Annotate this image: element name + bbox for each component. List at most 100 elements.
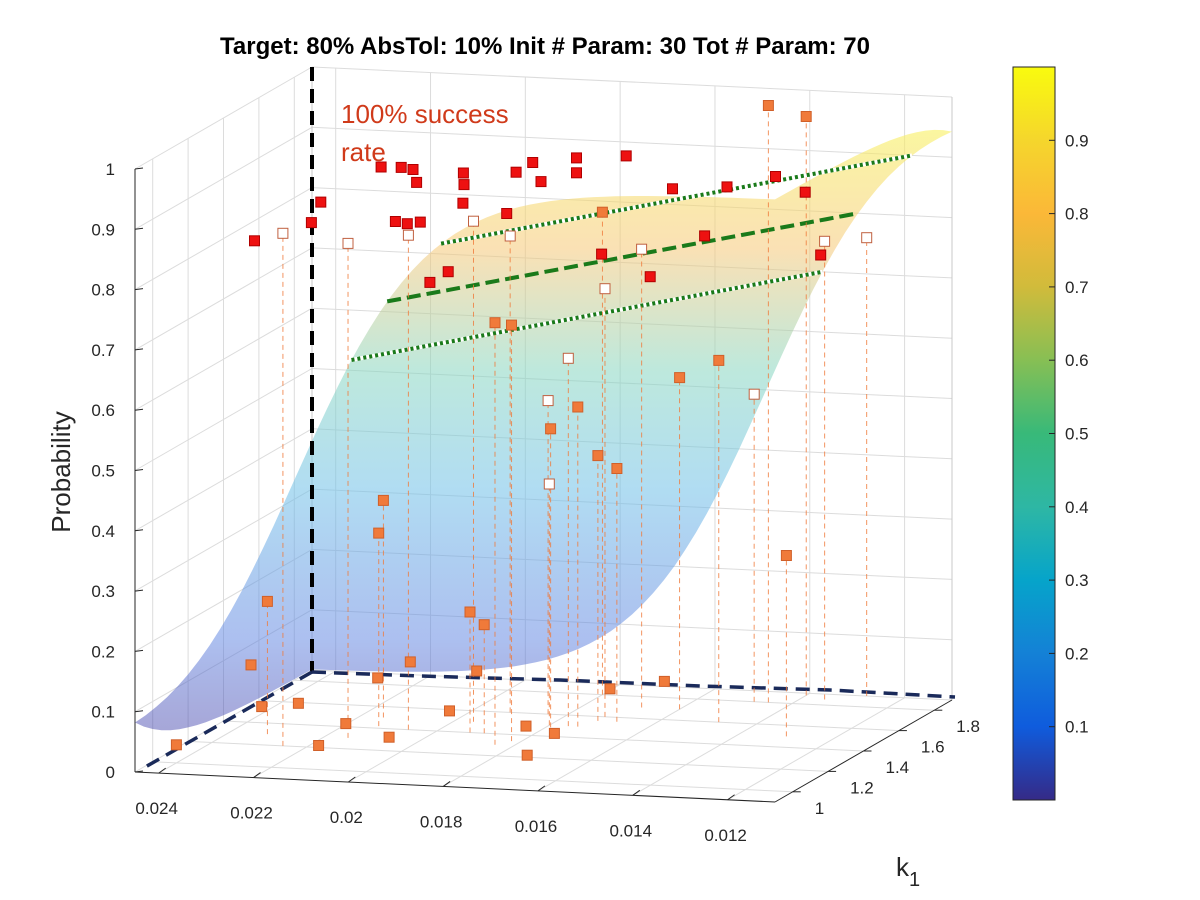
y-tick-3: 1.6 xyxy=(921,738,945,757)
colorbar-tick-4: 0.5 xyxy=(1065,425,1089,444)
z-tick-10: 1 xyxy=(106,160,115,179)
sampled-point-22 xyxy=(520,720,532,732)
open-point-2 xyxy=(402,229,414,241)
colorbar xyxy=(1012,66,1056,801)
z-tick-8: 0.8 xyxy=(91,281,115,300)
in-band-point-8 xyxy=(401,218,413,230)
sampled-point-24 xyxy=(521,749,533,761)
y-axis-label-main: k xyxy=(896,852,910,882)
x-tick-mark-5 xyxy=(632,789,641,796)
sampled-point-13 xyxy=(478,619,490,631)
x-tick-1: 0.022 xyxy=(230,804,273,823)
in-band-point-18 xyxy=(535,176,547,188)
data-markers xyxy=(170,100,873,761)
in-band-point-23 xyxy=(667,183,678,195)
surface-mesh xyxy=(135,129,952,731)
sampled-point-14 xyxy=(444,705,455,717)
upper-tolerance-line xyxy=(440,153,913,246)
sampled-point-4 xyxy=(292,697,304,709)
sampled-point-19 xyxy=(545,423,557,435)
lower-tolerance-line xyxy=(351,269,823,362)
z-tick-mark-0 xyxy=(134,770,144,773)
z-tick-0: 0 xyxy=(106,763,115,782)
x-tick-mark-6 xyxy=(727,794,735,801)
sampled-point-1 xyxy=(261,595,273,607)
z-tick-4: 0.4 xyxy=(91,522,115,541)
x-tick-3: 0.018 xyxy=(420,812,463,831)
in-band-point-5 xyxy=(407,164,419,175)
open-point-10 xyxy=(748,388,760,400)
sampled-point-12 xyxy=(464,606,476,618)
open-point-5 xyxy=(542,395,554,407)
in-band-point-13 xyxy=(424,276,436,288)
z-tick-mark-7 xyxy=(134,348,144,351)
sampled-point-2 xyxy=(245,659,257,671)
colorbar-tick-2: 0.3 xyxy=(1065,571,1089,590)
sampled-point-6 xyxy=(373,527,385,539)
z-tick-mark-8 xyxy=(134,288,144,291)
z-tick-6: 0.6 xyxy=(91,401,115,420)
tick-labels: 0 0.1 0.2 0.3 0.4 0.5 0.6 0.7 0.8 0.9 1 0.024 0.022 0… xyxy=(91,160,980,845)
in-band-point-2 xyxy=(305,217,317,229)
in-band-point-6 xyxy=(411,176,423,188)
sampled-point-11 xyxy=(383,731,395,743)
sampled-point-8 xyxy=(340,718,352,730)
sampled-point-25 xyxy=(548,727,560,739)
in-band-point-9 xyxy=(414,216,426,228)
open-point-11 xyxy=(819,235,831,247)
sampled-point-5 xyxy=(377,494,389,506)
in-band-point-12 xyxy=(457,197,469,209)
y-axis-label: k1 xyxy=(896,852,920,891)
z-tick-2: 0.2 xyxy=(91,642,115,661)
colorbar-tick-7: 0.8 xyxy=(1065,205,1089,224)
x-tick-2: 0.02 xyxy=(330,808,363,827)
in-band-point-1 xyxy=(315,196,327,208)
z-tick-9: 0.9 xyxy=(91,220,115,239)
open-point-7 xyxy=(562,352,574,364)
x-tick-mark-1 xyxy=(253,772,261,778)
x-tick-mark-4 xyxy=(537,785,546,792)
in-band-point-19 xyxy=(571,152,582,164)
z-tick-mark-4 xyxy=(134,529,144,532)
open-point-4 xyxy=(504,230,516,242)
open-point-9 xyxy=(636,243,648,255)
x-tick-mark-0 xyxy=(158,767,166,774)
in-band-point-15 xyxy=(510,166,522,178)
z-tick-mark-2 xyxy=(134,649,144,652)
success-rate-annotation: 100% success rate xyxy=(341,99,516,167)
colorbar-tick-0: 0.1 xyxy=(1065,718,1089,737)
open-point-3 xyxy=(468,215,479,227)
sampled-point-31 xyxy=(800,111,812,122)
in-band-point-25 xyxy=(721,181,733,193)
in-band-point-11 xyxy=(458,179,470,191)
z-tick-7: 0.7 xyxy=(91,341,115,360)
open-point-0 xyxy=(277,227,289,239)
sampled-point-16 xyxy=(489,317,501,329)
y-tick-1: 1.2 xyxy=(850,778,874,797)
y-tick-2: 1.4 xyxy=(886,758,910,777)
in-band-point-0 xyxy=(249,235,260,247)
in-band-point-3 xyxy=(375,161,387,173)
chart-title: Target: 80% AbsTol: 10% Init # Param: 30… xyxy=(220,33,870,60)
z-tick-mark-6 xyxy=(134,408,144,411)
in-band-point-4 xyxy=(395,161,407,173)
in-band-point-7 xyxy=(389,216,401,227)
z-tick-1: 0.1 xyxy=(91,703,115,722)
in-band-point-20 xyxy=(571,167,582,179)
z-tick-mark-5 xyxy=(134,469,144,471)
sampled-point-23 xyxy=(611,463,623,474)
sampled-point-32 xyxy=(780,550,792,561)
y-tick-0: 1 xyxy=(815,799,824,818)
in-band-point-14 xyxy=(442,266,454,278)
x-tick-5: 0.014 xyxy=(610,821,653,840)
z-tick-3: 0.3 xyxy=(91,582,115,601)
sampled-point-7 xyxy=(313,740,325,751)
colorbar-tick-8: 0.9 xyxy=(1065,131,1089,150)
sampled-point-18 xyxy=(596,206,608,218)
colorbar-tick-1: 0.2 xyxy=(1065,644,1089,663)
y-tick-4: 1.8 xyxy=(956,717,980,736)
x-tick-mark-3 xyxy=(442,781,451,787)
sampled-point-0 xyxy=(170,739,182,751)
in-band-point-28 xyxy=(799,186,811,198)
open-point-6 xyxy=(543,478,555,490)
